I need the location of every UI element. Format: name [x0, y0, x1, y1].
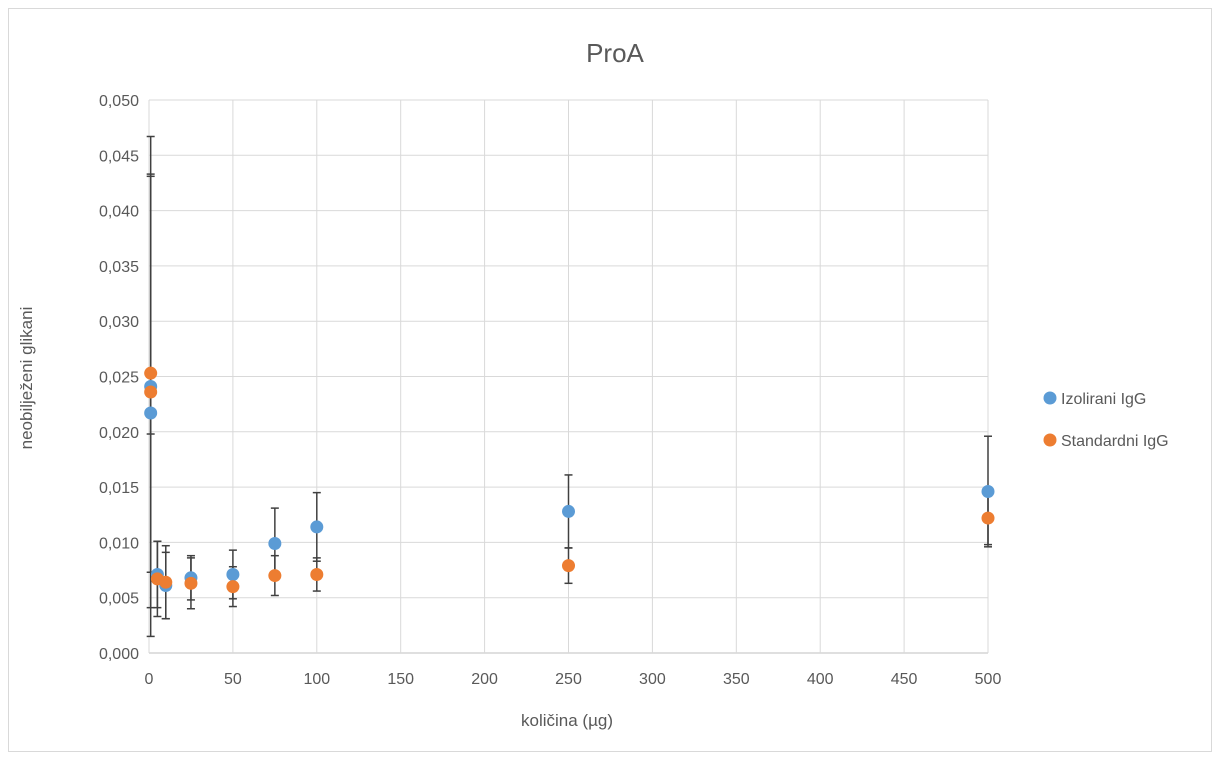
- data-point: [562, 504, 575, 518]
- x-tick-label: 150: [387, 671, 414, 688]
- x-tick-label: 450: [891, 671, 918, 688]
- x-tick-label: 400: [807, 671, 834, 688]
- x-tick-label: 200: [471, 671, 498, 688]
- data-point: [981, 485, 995, 499]
- y-tick-label: 0,025: [99, 370, 139, 387]
- y-tick-label: 0,020: [99, 425, 139, 442]
- y-tick-label: 0,050: [99, 93, 139, 110]
- x-tick-label: 300: [639, 671, 666, 688]
- data-point: [144, 385, 158, 399]
- legend-label: Standardni IgG: [1061, 433, 1169, 450]
- x-tick-label: 100: [303, 671, 330, 688]
- x-tick-label: 0: [145, 671, 154, 688]
- y-tick-label: 0,015: [99, 480, 139, 497]
- x-tick-label: 50: [224, 671, 242, 688]
- data-point: [310, 567, 324, 581]
- y-tick-label: 0,010: [99, 535, 139, 552]
- data-points: [144, 366, 995, 594]
- data-point: [226, 567, 240, 581]
- gridlines: [148, 99, 989, 654]
- data-point: [268, 569, 282, 583]
- y-tick-label: 0,000: [99, 646, 139, 663]
- data-point: [310, 520, 324, 534]
- data-point: [981, 511, 995, 525]
- data-point: [268, 537, 282, 551]
- data-point: [562, 559, 575, 573]
- legend: Izolirani IgG Standardni IgG: [1043, 391, 1169, 450]
- data-point: [159, 575, 173, 589]
- y-tick-label: 0,040: [99, 204, 139, 221]
- y-tick-label: 0,005: [99, 591, 139, 608]
- chart-frame: [8, 8, 1212, 752]
- y-tick-label: 0,035: [99, 259, 139, 276]
- y-tick-label: 0,045: [99, 148, 139, 165]
- legend-label: Izolirani IgG: [1061, 391, 1146, 408]
- data-point: [144, 406, 158, 420]
- x-tick-label: 250: [555, 671, 582, 688]
- legend-marker: [1043, 391, 1057, 405]
- data-point: [226, 580, 240, 594]
- x-axis-label: količina (µg): [521, 711, 613, 730]
- chart-title: ProA: [586, 38, 644, 68]
- y-tick-label: 0,030: [99, 314, 139, 331]
- data-point: [144, 366, 158, 380]
- x-tick-label: 350: [723, 671, 750, 688]
- x-tick-label: 500: [975, 671, 1002, 688]
- tick-labels: 0,000 0,005 0,010 0,015 0,020 0,025 0,030 0,035…: [99, 93, 1001, 688]
- y-axis-label: neobilježeni glikani: [17, 307, 36, 450]
- data-point: [184, 576, 198, 590]
- legend-marker: [1043, 433, 1057, 447]
